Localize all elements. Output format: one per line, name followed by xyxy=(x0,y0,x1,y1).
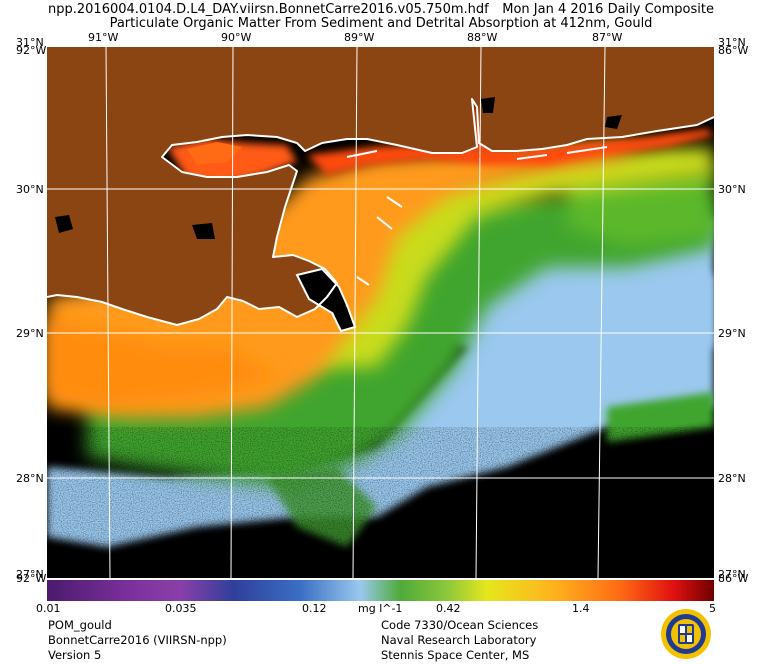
lat-label-30n-left: 30°N xyxy=(16,183,44,196)
corner-bottom-right-lat: 27°N xyxy=(718,568,746,581)
colorbar-tick-2: 0.12 xyxy=(302,602,327,615)
corner-top-left-lat: 31°N xyxy=(16,36,44,49)
graticule xyxy=(47,47,714,578)
footer-lab: Naval Research Laboratory xyxy=(381,633,537,647)
inland-dark-patch xyxy=(605,115,622,129)
lat-label-29n-left: 29°N xyxy=(16,327,44,340)
footer-version: Version 5 xyxy=(48,648,102,662)
footer-code: Code 7330/Ocean Sciences xyxy=(381,618,539,632)
footer-dataset: BonnetCarre2016 (VIIRSN-npp) xyxy=(48,633,227,647)
inland-dark-patch xyxy=(192,223,215,239)
meridian-91w xyxy=(105,47,111,578)
corner-bottom-left-lat: 27°N xyxy=(16,568,44,581)
colorbar xyxy=(47,580,714,601)
lon-label-87w: 87°W xyxy=(592,31,623,44)
product-title: Particulate Organic Matter From Sediment… xyxy=(109,16,653,31)
barrier-islands xyxy=(346,146,608,286)
filename-label: npp.2016004.0104.D.L4_DAY.viirsn.BonnetC… xyxy=(48,2,489,17)
lat-label-29n-right: 29°N xyxy=(718,327,746,340)
mobile-bay-dark xyxy=(481,97,495,113)
colorbar-units: mg l^-1 xyxy=(358,602,403,615)
lat-label-28n-left: 28°N xyxy=(16,472,44,485)
orange-plume-west xyxy=(47,317,277,407)
satellite-map xyxy=(47,47,714,578)
colorbar-tick-4: 1.4 xyxy=(572,602,590,615)
corner-bottom-left-lon: 92°W xyxy=(16,572,47,585)
meridian-90w xyxy=(230,47,234,578)
lon-label-88w: 88°W xyxy=(467,31,498,44)
footer-product: POM_gould xyxy=(48,618,112,632)
lon-label-91w: 91°W xyxy=(88,31,119,44)
corner-top-left-lon: 92°W xyxy=(16,44,47,57)
inland-water-patch xyxy=(187,142,242,165)
land-mass xyxy=(47,47,714,325)
corner-top-right-lat: 31°N xyxy=(718,36,746,49)
delta-marsh xyxy=(327,297,355,331)
footer-location: Stennis Space Center, MS xyxy=(381,648,530,662)
corner-top-right-lon: 86°W xyxy=(718,44,749,57)
meridian-87w xyxy=(597,47,606,578)
colorbar-tick-1: 0.035 xyxy=(165,602,197,615)
meridian-88w xyxy=(475,47,482,578)
colorbar-tick-0: 0.01 xyxy=(36,602,61,615)
colorbar-tick-5: 5 xyxy=(709,602,716,615)
coastline xyxy=(47,98,714,326)
green-region xyxy=(87,197,714,487)
lat-label-30n-right: 30°N xyxy=(718,183,746,196)
colorbar-gradient xyxy=(47,580,714,601)
lat-label-28n-right: 28°N xyxy=(718,472,746,485)
offshore-speckle xyxy=(47,427,714,578)
meridian-89w xyxy=(352,47,358,578)
nrl-seal-logo xyxy=(661,609,711,659)
inland-dark-patch xyxy=(55,215,73,233)
lon-label-90w: 90°W xyxy=(221,31,252,44)
composite-date-label: Mon Jan 4 2016 Daily Composite xyxy=(502,2,714,17)
lon-label-89w: 89°W xyxy=(344,31,375,44)
colorbar-tick-3: 0.42 xyxy=(436,602,461,615)
corner-bottom-right-lon: 86°W xyxy=(718,572,749,585)
